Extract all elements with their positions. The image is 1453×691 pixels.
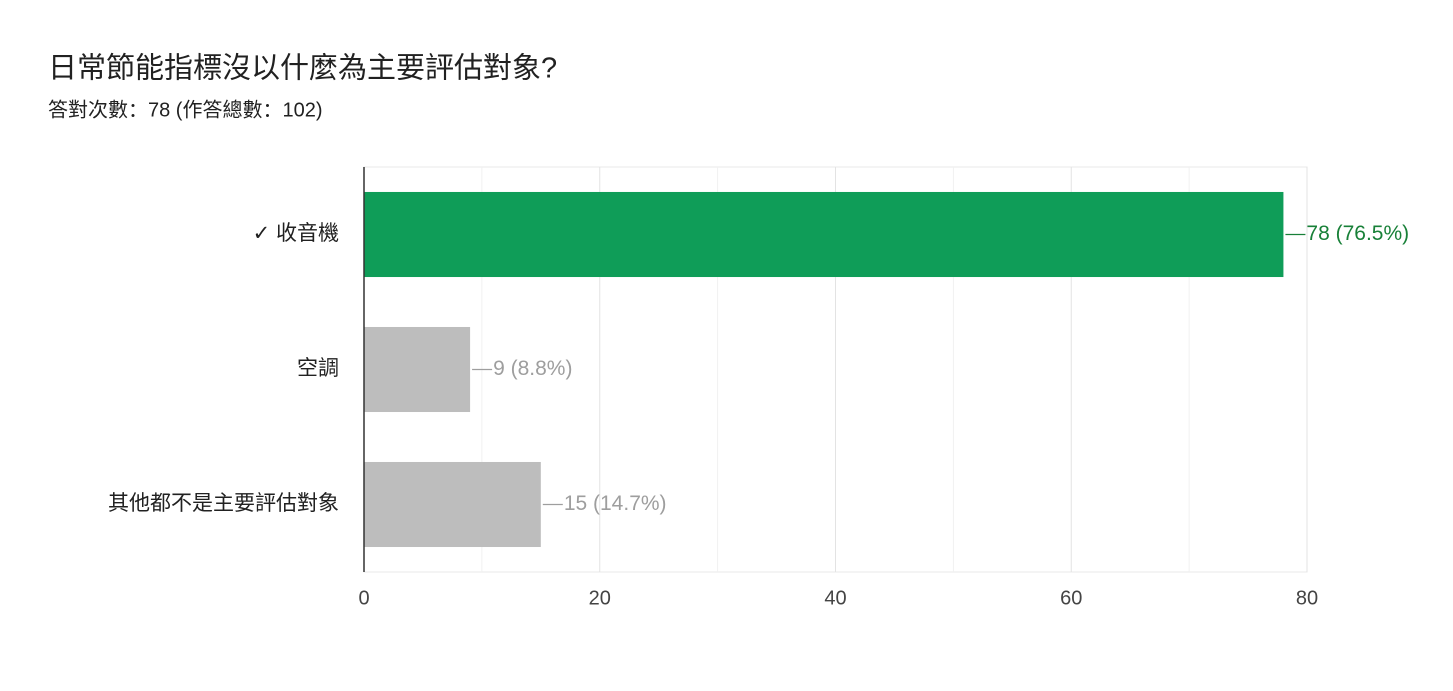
chart-subtitle: 答對次數：78 (作答總數：102) [48, 98, 323, 121]
value-label: 15 (14.7%) [564, 492, 667, 515]
value-label: 78 (76.5%) [1306, 222, 1409, 245]
bar [364, 326, 471, 413]
value-label: 9 (8.8%) [493, 357, 572, 380]
y-tick-label: 其他都不是主要評估對象 [108, 492, 339, 515]
bar [364, 461, 541, 548]
x-tick-label: 40 [824, 587, 846, 609]
chart-title: 日常節能指標沒以什麼為主要評估對象? [48, 52, 557, 85]
y-tick-label: 空調 [297, 357, 339, 380]
x-tick-label: 0 [358, 587, 369, 609]
x-tick-label: 80 [1296, 587, 1318, 609]
bar [364, 191, 1284, 278]
x-tick-label: 20 [589, 587, 611, 609]
y-tick-label: ✓ 收音機 [253, 222, 339, 245]
x-tick-label: 60 [1060, 587, 1082, 609]
